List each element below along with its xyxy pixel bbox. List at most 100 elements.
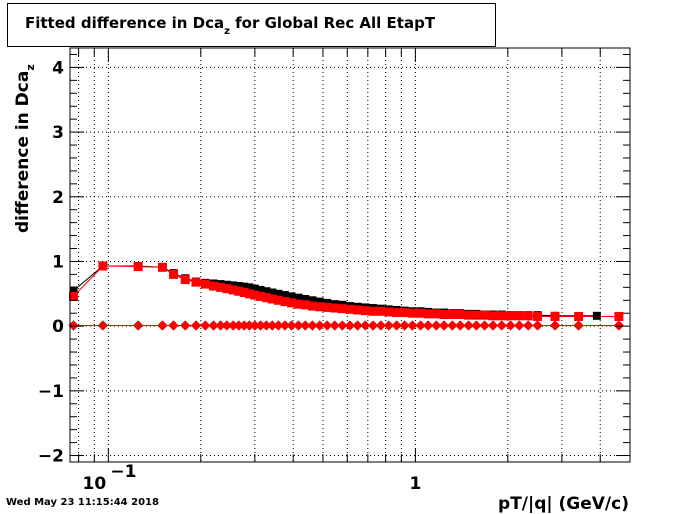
data-point-series-1 <box>273 295 283 305</box>
data-point-series-3 <box>322 320 333 331</box>
data-point-series-1 <box>447 310 457 320</box>
data-point-series-3 <box>267 320 278 331</box>
data-point-series-1 <box>337 304 347 314</box>
data-point-series-1 <box>208 281 218 291</box>
data-point-series-1 <box>423 309 433 319</box>
data-point-series-1 <box>69 291 79 301</box>
data-point-series-1 <box>133 262 143 272</box>
data-point-series-1 <box>455 310 465 320</box>
data-point-series-3 <box>368 320 379 331</box>
data-point-series-0 <box>308 296 317 305</box>
data-point-series-3 <box>97 320 108 331</box>
data-point-series-1 <box>267 294 277 304</box>
data-point-series-0 <box>294 293 303 302</box>
chart-title-suffix: for Global Rec All EtapT <box>229 14 436 32</box>
data-point-series-3 <box>157 320 168 331</box>
data-point-series-0 <box>280 291 289 300</box>
y-tick-label: 0 <box>52 317 64 337</box>
data-point-series-1 <box>523 311 533 321</box>
axis-ticks <box>70 48 631 462</box>
data-point-series-3 <box>286 320 297 331</box>
data-point-series-3 <box>360 320 371 331</box>
data-point-series-1 <box>228 285 238 295</box>
data-point-series-0 <box>240 282 249 291</box>
data-point-series-3 <box>314 320 325 331</box>
data-point-series-1 <box>322 302 332 312</box>
data-point-series-3 <box>329 320 340 331</box>
data-point-series-1 <box>392 308 402 318</box>
data-point-series-3 <box>488 320 499 331</box>
x-axis-title: pT/|q| (GeV/c) <box>498 494 629 514</box>
data-point-series-1 <box>261 293 271 303</box>
data-markers <box>68 261 624 331</box>
data-point-series-1 <box>376 306 386 316</box>
data-point-series-1 <box>315 302 325 312</box>
data-point-series-1 <box>480 310 490 320</box>
data-point-series-3 <box>455 320 466 331</box>
data-point-series-3 <box>68 320 79 331</box>
data-point-series-3 <box>300 320 311 331</box>
data-point-series-0 <box>245 283 254 292</box>
y-axis-title: difference in Dcaz <box>13 64 37 233</box>
data-point-series-3 <box>233 320 244 331</box>
data-point-series-1 <box>407 308 417 318</box>
data-point-series-3 <box>344 320 355 331</box>
data-point-series-1 <box>293 299 303 309</box>
data-point-series-1 <box>416 308 426 318</box>
timestamp: Wed May 23 11:15:44 2018 <box>6 497 159 508</box>
data-point-series-3 <box>215 320 226 331</box>
data-point-series-3 <box>496 320 507 331</box>
data-point-series-3 <box>261 320 272 331</box>
data-point-series-1 <box>439 310 449 320</box>
data-point-series-3 <box>133 320 144 331</box>
data-point-series-1 <box>353 305 363 315</box>
data-point-series-1 <box>180 275 190 285</box>
data-point-series-3 <box>523 320 534 331</box>
data-point-series-1 <box>533 311 543 321</box>
data-point-series-3 <box>532 320 543 331</box>
data-point-series-3 <box>208 320 219 331</box>
data-point-series-3 <box>471 320 482 331</box>
data-point-series-3 <box>352 320 363 331</box>
data-point-series-3 <box>415 320 426 331</box>
data-point-series-1 <box>222 284 232 294</box>
data-point-series-1 <box>191 277 201 287</box>
data-point-series-1 <box>169 269 179 279</box>
data-point-series-1 <box>239 288 249 298</box>
data-point-series-3 <box>407 320 418 331</box>
data-point-series-0 <box>301 294 310 303</box>
data-point-series-1 <box>431 309 441 319</box>
data-point-series-3 <box>550 320 561 331</box>
data-point-series-0 <box>229 281 238 290</box>
data-point-series-3 <box>447 320 458 331</box>
data-point-series-1 <box>514 311 524 321</box>
y-tick-label: 1 <box>52 252 64 272</box>
data-point-series-1 <box>488 311 498 321</box>
data-point-series-0 <box>315 297 324 306</box>
data-point-series-3 <box>249 320 260 331</box>
data-point-series-3 <box>255 320 266 331</box>
data-point-series-0 <box>274 289 283 298</box>
y-tick-label: 3 <box>52 123 64 143</box>
data-point-series-3 <box>383 320 394 331</box>
data-point-series-0 <box>268 288 277 297</box>
data-point-series-3 <box>200 320 211 331</box>
data-point-series-1 <box>497 311 507 321</box>
data-point-series-1 <box>345 304 355 314</box>
data-point-series-3 <box>505 320 516 331</box>
data-point-series-3 <box>431 320 442 331</box>
data-point-series-3 <box>307 320 318 331</box>
chart-title-main: Fitted difference in Dca <box>25 14 225 32</box>
data-point-series-1 <box>234 286 244 296</box>
data-point-series-1 <box>368 306 378 316</box>
data-point-series-3 <box>573 320 584 331</box>
data-point-series-3 <box>221 320 232 331</box>
data-point-series-1 <box>400 308 410 318</box>
data-point-series-0 <box>256 285 265 294</box>
data-point-series-3 <box>244 320 255 331</box>
data-point-series-1 <box>360 306 370 316</box>
data-point-series-3 <box>375 320 386 331</box>
data-point-series-1 <box>287 298 297 308</box>
data-point-series-3 <box>228 320 239 331</box>
